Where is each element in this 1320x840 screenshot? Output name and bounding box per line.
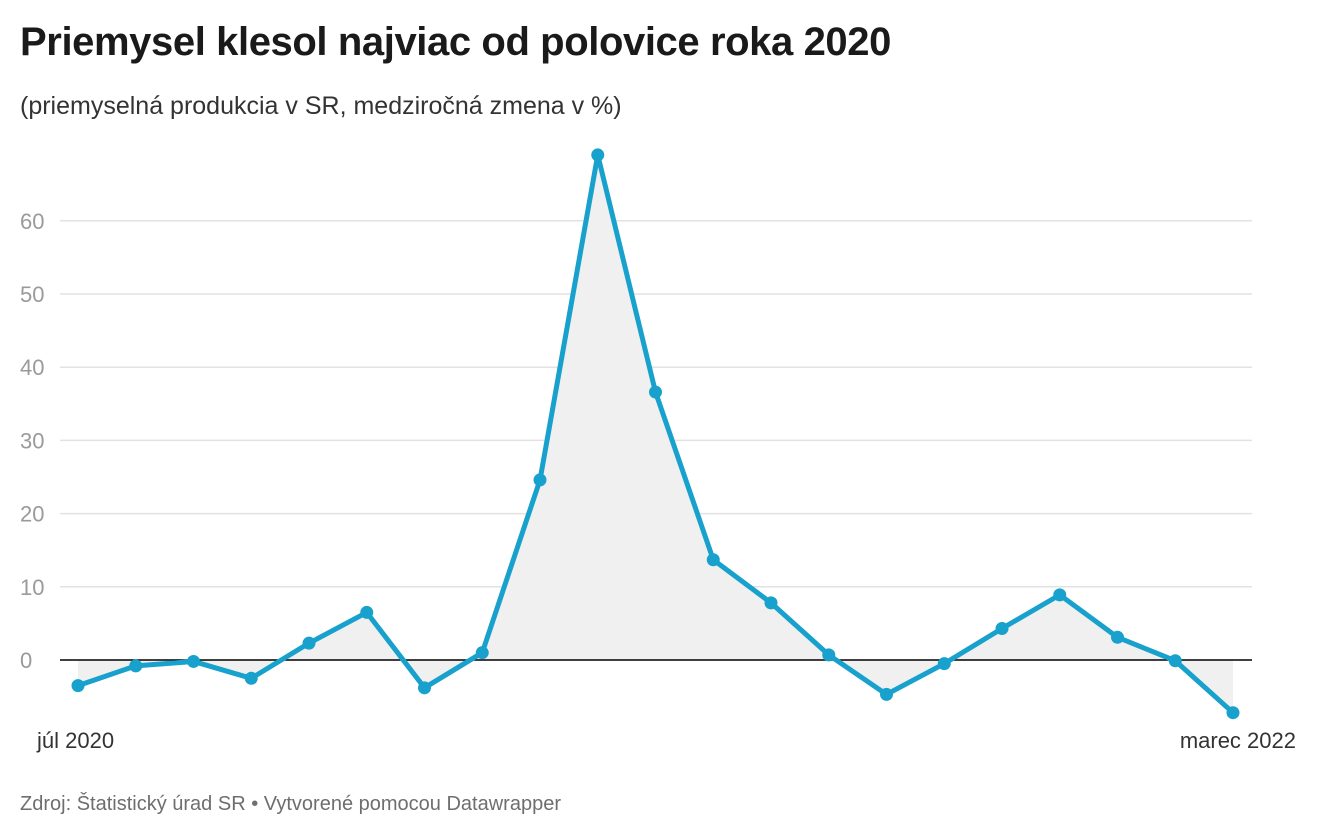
data-point-2021-02[interactable] <box>475 646 489 660</box>
source-link[interactable]: Štatistický úrad SR <box>76 793 246 815</box>
data-point-2020-08[interactable] <box>129 659 143 673</box>
data-point-2021-09[interactable] <box>880 687 893 701</box>
x-tick-label-2022-03: marec 2022 <box>1180 728 1296 753</box>
data-point-2021-01[interactable] <box>418 681 431 695</box>
chart-title: Priemysel klesol najviac od polovice rok… <box>20 20 891 64</box>
data-point-2020-07[interactable] <box>71 679 85 693</box>
y-tick-label-50: 50 <box>20 282 44 307</box>
x-tick-labels: júl 2020 marec 2022 <box>36 728 1296 753</box>
y-tick-label-30: 30 <box>20 428 44 453</box>
data-point-2022-02[interactable] <box>1168 654 1182 668</box>
data-points <box>71 148 1240 720</box>
data-point-2020-10[interactable] <box>244 671 258 685</box>
data-point-2021-06[interactable] <box>706 553 720 567</box>
chart-subtitle: (priemyselná produkcia v SR, medziročná … <box>20 92 622 120</box>
y-tick-label-0: 0 <box>20 648 32 673</box>
area-fill <box>78 154 1233 713</box>
data-point-2021-12[interactable] <box>1053 588 1067 602</box>
y-tick-label-60: 60 <box>20 209 44 234</box>
chart-footer: Zdroj: Štatistický úrad SR • Vytvorené p… <box>20 793 561 816</box>
data-point-2021-11[interactable] <box>995 622 1009 636</box>
y-tick-label-40: 40 <box>20 355 44 380</box>
data-point-2020-11[interactable] <box>302 636 316 650</box>
credit-link[interactable]: Vytvorené pomocou Datawrapper <box>263 793 561 815</box>
data-point-2021-05[interactable] <box>649 385 662 399</box>
data-point-2022-03[interactable] <box>1226 706 1240 720</box>
data-point-2020-12[interactable] <box>360 605 374 619</box>
data-point-2021-08[interactable] <box>822 648 836 662</box>
y-tick-labels: 0 10 20 30 40 50 60 <box>20 209 44 673</box>
data-point-2021-04[interactable] <box>591 148 605 162</box>
data-point-2021-10[interactable] <box>937 657 951 671</box>
data-point-2020-09[interactable] <box>187 654 200 668</box>
data-point-2021-07[interactable] <box>764 596 778 610</box>
data-point-2021-03[interactable] <box>533 473 547 487</box>
y-tick-label-20: 20 <box>20 502 44 527</box>
x-tick-label-2020-07: júl 2020 <box>36 728 114 753</box>
y-tick-label-10: 10 <box>20 575 44 600</box>
data-point-2022-01[interactable] <box>1111 630 1124 644</box>
area-fill-path <box>78 154 1233 713</box>
footer-separator: • <box>251 793 259 815</box>
source-label: Zdroj: <box>20 793 72 815</box>
